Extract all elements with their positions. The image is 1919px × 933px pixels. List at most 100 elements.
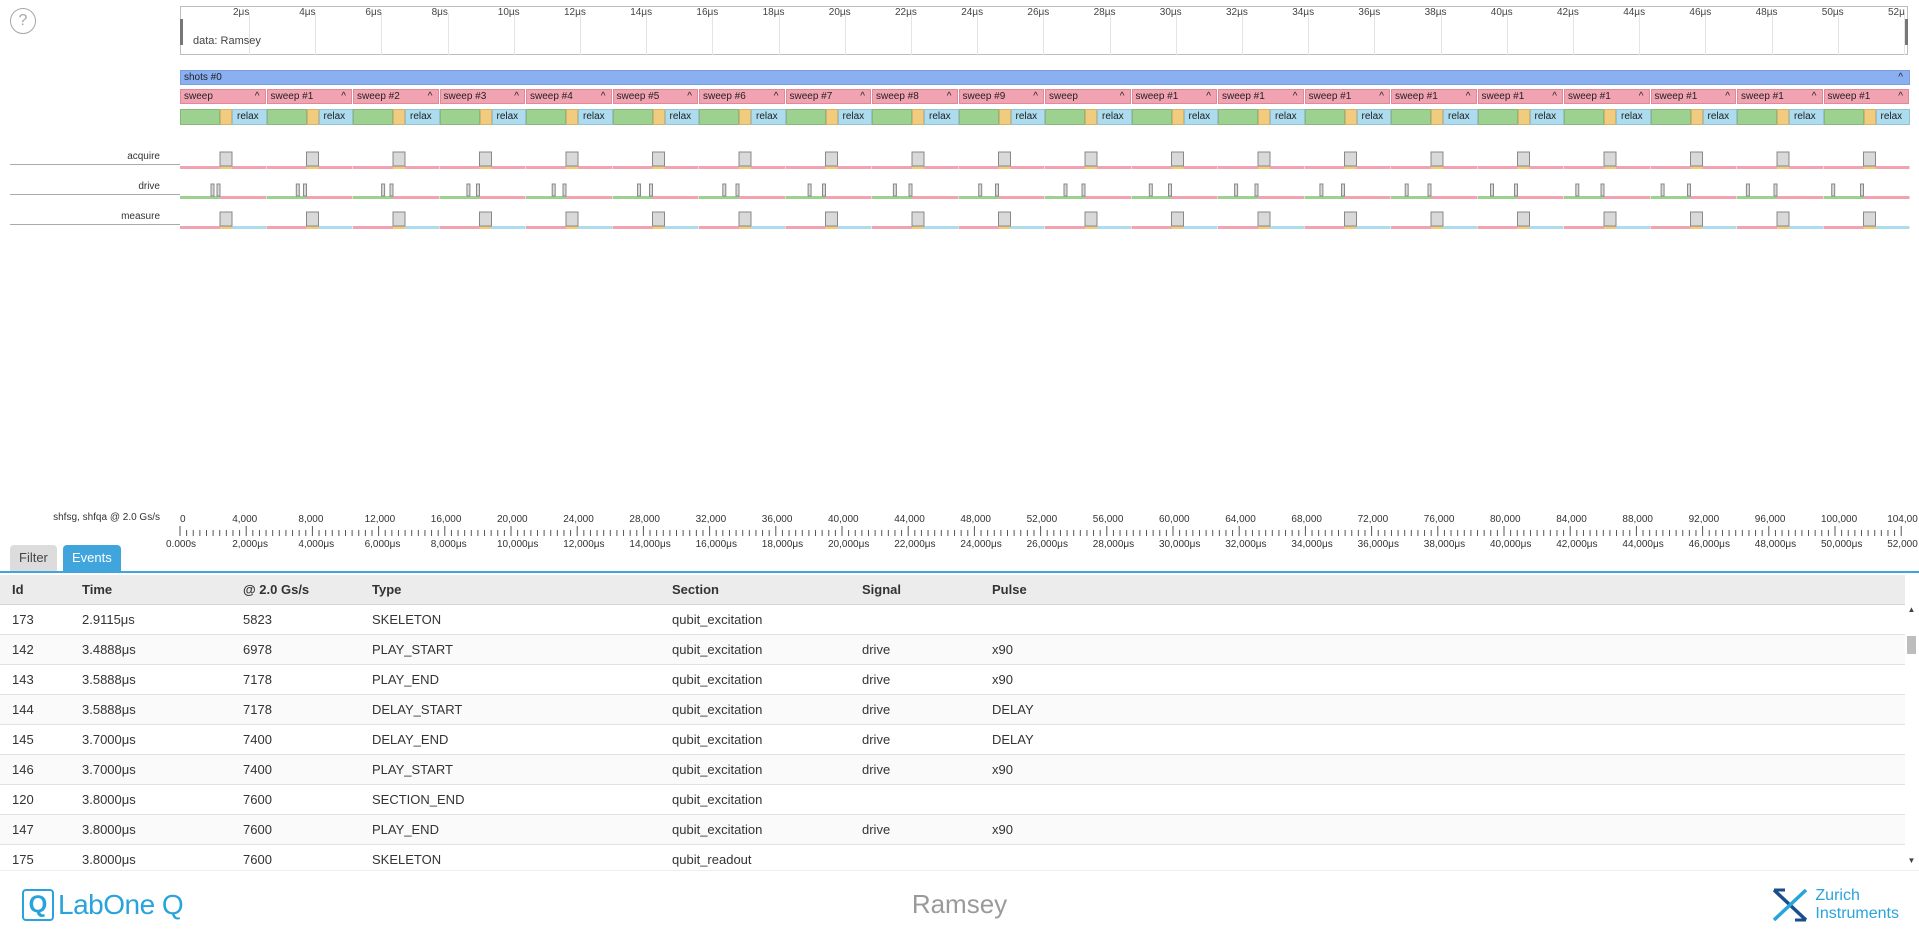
collapse-caret-icon[interactable]: ^ [1119, 91, 1125, 102]
sweep-block[interactable]: sweep #1 ^ [1304, 89, 1390, 104]
readout-section[interactable] [1777, 109, 1789, 125]
table-row[interactable]: 173 2.9115μs 5823 SKELETON qubit_excitation [0, 605, 1905, 635]
relax-section[interactable]: relax [664, 109, 699, 125]
relax-section[interactable]: relax [1875, 109, 1910, 125]
sweep-block[interactable]: sweep #5 ^ [612, 89, 698, 104]
relax-section[interactable]: relax [1270, 109, 1305, 125]
readout-section[interactable] [479, 109, 492, 125]
collapse-caret-icon[interactable]: ^ [1898, 91, 1903, 102]
brush-left-handle[interactable] [180, 19, 183, 45]
help-icon[interactable]: ? [10, 8, 36, 34]
scroll-down-icon[interactable]: ▼ [1907, 856, 1916, 865]
sweep-block[interactable]: sweep #1 ^ [1218, 89, 1304, 104]
relax-section[interactable]: relax [318, 109, 353, 125]
excitation-section[interactable] [1477, 109, 1518, 125]
table-row[interactable]: 120 3.8000μs 7600 SECTION_END qubit_excitati… [0, 785, 1905, 815]
tab-events[interactable]: Events [63, 545, 121, 571]
sweep-block[interactable]: sweep #7 ^ [785, 89, 871, 104]
readout-section[interactable] [652, 109, 665, 125]
shots-block[interactable]: shots #0 ^ [180, 70, 1910, 85]
brush-right-handle[interactable] [1905, 19, 1908, 45]
collapse-caret-icon[interactable]: ^ [341, 91, 346, 102]
relax-section[interactable]: relax [837, 109, 872, 125]
relax-section[interactable]: relax [491, 109, 526, 125]
collapse-caret-icon[interactable]: ^ [687, 91, 692, 102]
relax-section[interactable]: relax [1616, 109, 1651, 125]
readout-section[interactable] [1171, 109, 1184, 125]
excitation-section[interactable] [266, 109, 307, 125]
sweep-block[interactable]: sweep #1 ^ [1391, 89, 1477, 104]
excitation-section[interactable] [872, 109, 912, 125]
relax-section[interactable]: relax [1702, 109, 1737, 125]
column-header[interactable]: Signal [862, 582, 902, 597]
table-row[interactable]: 142 3.4888μs 6978 PLAY_START qubit_excitatio… [0, 635, 1905, 665]
readout-section[interactable] [566, 109, 578, 125]
relax-section[interactable]: relax [751, 109, 786, 125]
scroll-up-icon[interactable]: ▲ [1907, 605, 1916, 614]
readout-section[interactable] [1085, 109, 1097, 125]
relax-section[interactable]: relax [1443, 109, 1478, 125]
collapse-caret-icon[interactable]: ^ [860, 91, 865, 102]
sweep-block[interactable]: sweep #2 ^ [353, 89, 439, 104]
relax-section[interactable]: relax [1356, 109, 1391, 125]
excitation-section[interactable] [612, 109, 653, 125]
collapse-caret-icon[interactable]: ^ [1465, 91, 1471, 102]
excitation-section[interactable] [785, 109, 826, 125]
collapse-caret-icon[interactable]: ^ [946, 91, 952, 102]
column-header[interactable]: Type [372, 582, 402, 597]
collapse-caret-icon[interactable]: ^ [514, 91, 519, 102]
sweep-block[interactable]: sweep #1 ^ [1737, 89, 1823, 104]
collapse-caret-icon[interactable]: ^ [1292, 91, 1298, 102]
excitation-section[interactable] [1218, 109, 1258, 125]
readout-section[interactable] [739, 109, 751, 125]
readout-section[interactable] [1604, 109, 1616, 125]
collapse-caret-icon[interactable]: ^ [1898, 72, 1903, 83]
table-row[interactable]: 146 3.7000μs 7400 PLAY_START qubit_excitatio… [0, 755, 1905, 785]
excitation-section[interactable] [180, 109, 220, 125]
sweep-block[interactable]: sweep #1 ^ [1477, 89, 1563, 104]
excitation-section[interactable] [1045, 109, 1085, 125]
relax-section[interactable]: relax [578, 109, 613, 125]
sweep-block[interactable]: sweep #1 ^ [1823, 89, 1909, 104]
relax-section[interactable]: relax [1183, 109, 1218, 125]
sweep-block[interactable]: sweep #4 ^ [526, 89, 612, 104]
readout-section[interactable] [912, 109, 924, 125]
collapse-caret-icon[interactable]: ^ [1206, 91, 1211, 102]
readout-section[interactable] [1517, 109, 1530, 125]
excitation-section[interactable] [699, 109, 739, 125]
sweep-block[interactable]: sweep #8 ^ [872, 89, 958, 104]
overview-strip[interactable]: 2μs 4μs 6μs 8μs 10μs 12μs 14μs 16μs 18μs 20μs 22μs… [180, 6, 1908, 55]
readout-section[interactable] [825, 109, 838, 125]
collapse-caret-icon[interactable]: ^ [1725, 91, 1730, 102]
excitation-section[interactable] [958, 109, 999, 125]
column-header[interactable]: Pulse [992, 582, 1027, 597]
table-row[interactable]: 144 3.5888μs 7178 DELAY_START qubit_excitati… [0, 695, 1905, 725]
sweep-block[interactable]: sweep #1 ^ [1650, 89, 1736, 104]
collapse-caret-icon[interactable]: ^ [773, 91, 779, 102]
sweep-block[interactable]: sweep #1 ^ [1564, 89, 1650, 104]
excitation-section[interactable] [353, 109, 393, 125]
sweep-block[interactable]: sweep #3 ^ [439, 89, 525, 104]
collapse-caret-icon[interactable]: ^ [1033, 91, 1038, 102]
tab-filter[interactable]: Filter [10, 545, 57, 571]
collapse-caret-icon[interactable]: ^ [600, 91, 606, 102]
readout-section[interactable] [1258, 109, 1270, 125]
column-header[interactable]: Time [82, 582, 113, 597]
sweep-block[interactable]: sweep ^ [1045, 89, 1131, 104]
collapse-caret-icon[interactable]: ^ [1379, 91, 1384, 102]
relax-section[interactable]: relax [405, 109, 440, 125]
excitation-section[interactable] [1131, 109, 1172, 125]
scroll-thumb[interactable] [1907, 636, 1916, 654]
table-row[interactable]: 147 3.8000μs 7600 PLAY_END qubit_excitation d… [0, 815, 1905, 845]
collapse-caret-icon[interactable]: ^ [1638, 91, 1644, 102]
table-row[interactable]: 145 3.7000μs 7400 DELAY_END qubit_excitation… [0, 725, 1905, 755]
readout-section[interactable] [1863, 109, 1876, 125]
sweep-block[interactable]: sweep #9 ^ [958, 89, 1044, 104]
collapse-caret-icon[interactable]: ^ [427, 91, 433, 102]
readout-section[interactable] [220, 109, 232, 125]
excitation-section[interactable] [1737, 109, 1777, 125]
collapse-caret-icon[interactable]: ^ [254, 91, 260, 102]
readout-section[interactable] [393, 109, 405, 125]
table-row[interactable]: 143 3.5888μs 7178 PLAY_END qubit_excitation d… [0, 665, 1905, 695]
readout-section[interactable] [1690, 109, 1703, 125]
